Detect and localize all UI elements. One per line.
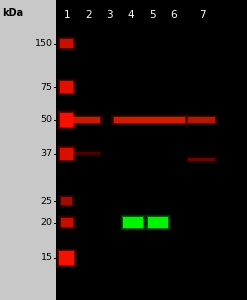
Bar: [185, 115, 218, 125]
Bar: [186, 156, 217, 163]
Bar: [58, 215, 76, 230]
Bar: [57, 145, 77, 162]
Bar: [56, 248, 77, 268]
Bar: [71, 116, 102, 124]
Bar: [59, 251, 74, 265]
Text: 50: 50: [41, 116, 53, 124]
Text: 1: 1: [63, 10, 70, 20]
Bar: [60, 113, 74, 127]
Bar: [55, 248, 78, 268]
Bar: [57, 110, 77, 130]
Text: 25: 25: [41, 196, 53, 206]
Bar: [188, 158, 215, 161]
Bar: [58, 80, 75, 94]
Bar: [59, 80, 74, 94]
Bar: [59, 216, 75, 229]
Text: kDa: kDa: [2, 8, 24, 17]
Bar: [59, 112, 74, 128]
Bar: [70, 115, 103, 125]
Bar: [56, 109, 78, 131]
Bar: [58, 111, 75, 129]
Bar: [57, 37, 77, 50]
Bar: [58, 146, 75, 161]
Bar: [148, 217, 168, 228]
Bar: [113, 116, 186, 124]
Bar: [185, 155, 218, 164]
Bar: [122, 216, 144, 229]
Bar: [60, 217, 74, 228]
Text: 4: 4: [128, 10, 134, 20]
Bar: [184, 154, 219, 165]
Bar: [59, 196, 74, 206]
Bar: [59, 147, 74, 160]
Bar: [69, 148, 104, 159]
Bar: [60, 81, 74, 93]
Bar: [56, 144, 78, 163]
Bar: [0, 0, 56, 300]
Text: 7: 7: [199, 10, 206, 20]
Bar: [72, 151, 101, 156]
Bar: [72, 116, 101, 124]
Bar: [58, 195, 75, 208]
Bar: [112, 116, 187, 124]
Text: 3: 3: [106, 10, 113, 20]
Bar: [120, 214, 146, 231]
Bar: [57, 250, 76, 266]
Bar: [145, 214, 171, 231]
Text: 5: 5: [149, 10, 156, 20]
Bar: [123, 217, 143, 228]
Text: 20: 20: [41, 218, 53, 227]
Bar: [186, 116, 217, 124]
Bar: [57, 214, 77, 231]
Bar: [60, 39, 74, 48]
Text: 6: 6: [170, 10, 177, 20]
Text: 2: 2: [85, 10, 91, 20]
Bar: [56, 78, 78, 96]
Text: 37: 37: [41, 149, 53, 158]
Bar: [61, 218, 73, 227]
Bar: [188, 117, 215, 123]
Bar: [187, 116, 216, 124]
Bar: [184, 114, 219, 126]
Bar: [69, 114, 104, 126]
Bar: [59, 38, 74, 49]
Bar: [187, 157, 216, 162]
Text: 150: 150: [35, 39, 53, 48]
Bar: [57, 194, 76, 208]
Bar: [73, 117, 100, 123]
Bar: [58, 250, 75, 266]
Bar: [56, 36, 78, 51]
Text: 75: 75: [41, 82, 53, 91]
Bar: [147, 216, 169, 229]
Bar: [73, 152, 100, 155]
Bar: [70, 149, 103, 158]
Bar: [71, 150, 102, 157]
Bar: [110, 114, 189, 126]
Bar: [146, 215, 170, 230]
Bar: [60, 148, 74, 160]
Bar: [114, 117, 185, 123]
Bar: [60, 196, 73, 206]
Bar: [57, 79, 77, 95]
Text: 15: 15: [41, 254, 53, 262]
Bar: [61, 197, 72, 205]
Bar: [111, 115, 188, 125]
Bar: [121, 215, 145, 230]
Bar: [58, 38, 75, 50]
